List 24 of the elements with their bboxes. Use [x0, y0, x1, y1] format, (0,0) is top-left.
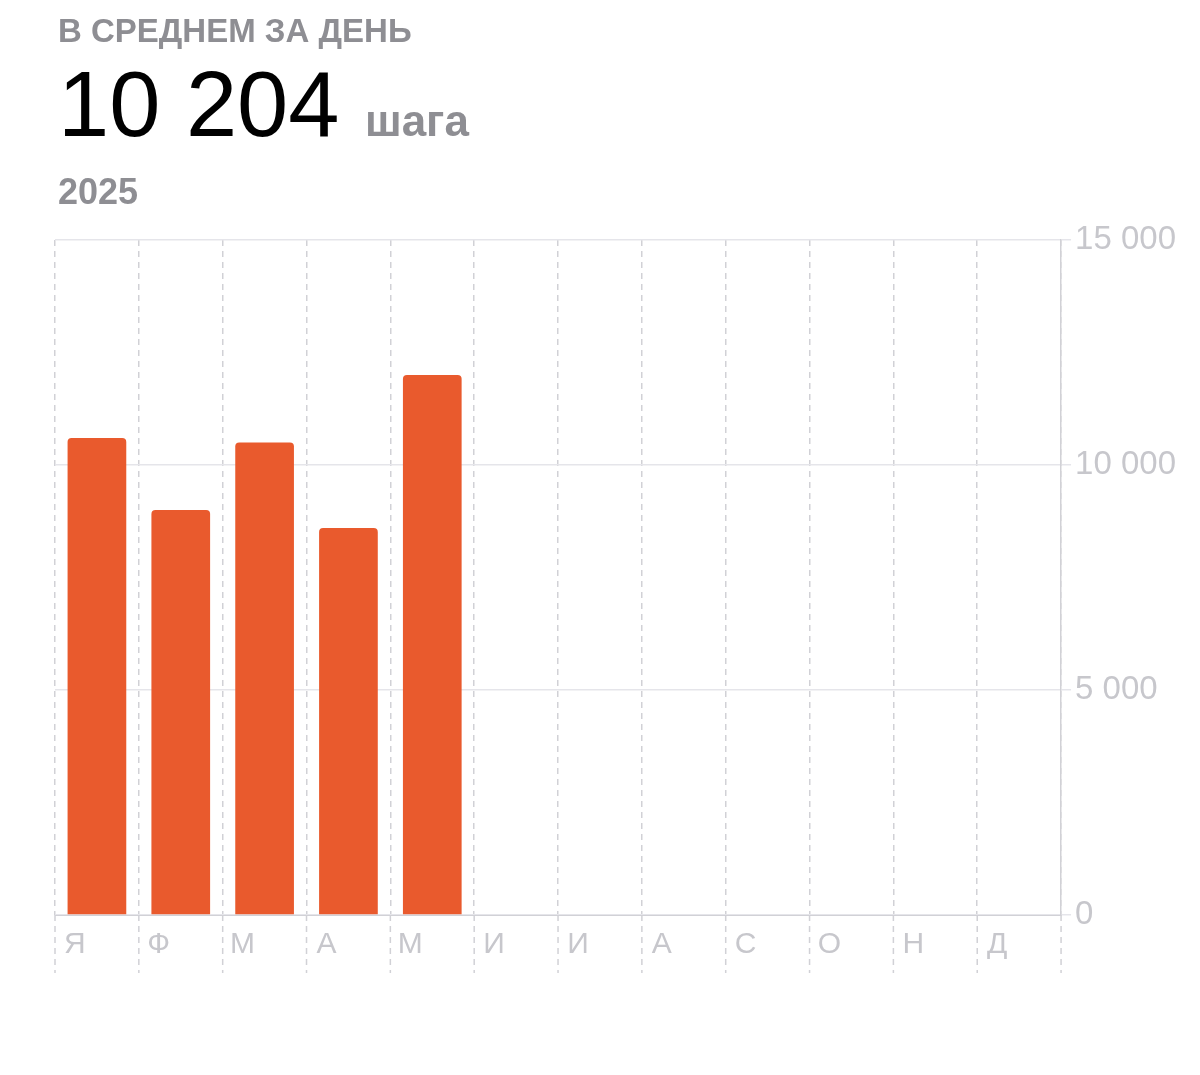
x-tick-label: И — [483, 926, 505, 960]
x-tick-label: А — [316, 926, 337, 960]
x-tick-label: А — [651, 926, 672, 960]
bar — [67, 438, 127, 915]
x-tick-label: О — [817, 926, 842, 960]
x-tick-label: С — [734, 926, 757, 960]
text: В СРЕДНЕМ ЗА ДЕНЬ — [58, 12, 413, 50]
chart-title: 10 204 шага — [58, 53, 469, 157]
y-tick-label: 0 — [1075, 894, 1094, 932]
x-tick-label: М — [230, 926, 256, 960]
y-tick-label: 10 000 — [1075, 444, 1176, 482]
x-tick-label: Д — [986, 926, 1008, 960]
y-tick-label: 5 000 — [1075, 669, 1158, 707]
bar — [235, 442, 294, 915]
x-tick-label: М — [397, 926, 423, 960]
bar — [402, 375, 462, 915]
bar — [151, 510, 211, 915]
x-tick-label: И — [567, 926, 589, 960]
x-tick-label: Н — [902, 926, 925, 960]
chart-subtitle: 2025 — [58, 171, 140, 213]
y-tick-label: 15 000 — [1075, 219, 1176, 257]
x-tick-label: Ф — [147, 926, 171, 960]
bar — [319, 528, 378, 915]
x-tick-label: Я — [64, 926, 86, 960]
